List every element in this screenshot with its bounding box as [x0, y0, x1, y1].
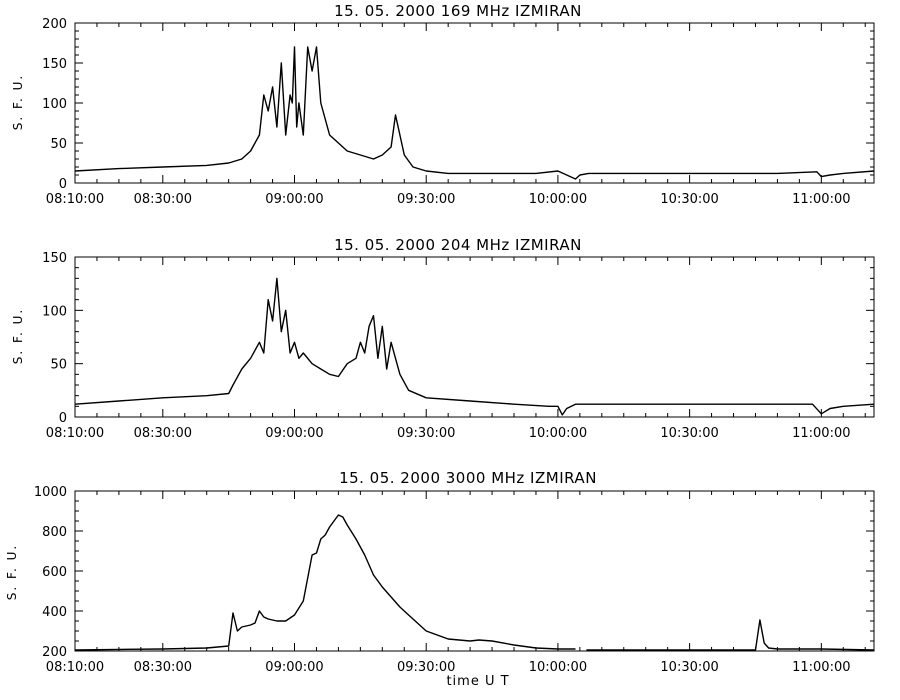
panel-3000mhz: 15. 05. 2000 3000 MHz IZMIRAN S. F. U. 0…: [5, 469, 875, 689]
y-tick-label-3000mhz: 800: [42, 525, 67, 540]
y-tick-label-3000mhz: 1000: [34, 485, 67, 500]
y-tick-label-169mhz: 50: [50, 137, 67, 152]
plot-frame-204mhz: [74, 256, 875, 418]
y-tick-label-169mhz: 200: [42, 17, 67, 32]
y-tick-label-204mhz: 0: [59, 411, 67, 426]
flux-series-line-204mhz: [74, 277, 875, 416]
y-tick-label-204mhz: 150: [42, 251, 67, 266]
y-tick-label-204mhz: 50: [50, 358, 67, 373]
x-tick-label-3000mhz: 11:00:00: [792, 660, 850, 675]
panel-169mhz-axes: 08:10:00 08:30:00 09:00:00 09:30:00 10:00:00…: [42, 17, 875, 207]
x-tick-label-169mhz: 10:30:00: [660, 192, 718, 207]
plot-frame-169mhz: [74, 22, 875, 184]
x-tick-label-3000mhz: 09:30:00: [397, 660, 455, 675]
y-tick-label-204mhz: 100: [42, 304, 67, 319]
panel-169mhz-ylabel: S. F. U.: [11, 74, 25, 130]
panel-3000mhz-xlabel: time U T: [446, 674, 509, 689]
x-tick-label-169mhz: 11:00:00: [792, 192, 850, 207]
x-tick-label-204mhz: 10:00:00: [529, 426, 587, 441]
x-tick-label-169mhz: 10:00:00: [529, 192, 587, 207]
y-tick-label-3000mhz: 200: [42, 645, 67, 660]
flux-series-line-169mhz: [74, 46, 875, 180]
panel-204mhz-title: 15. 05. 2000 204 MHz IZMIRAN: [334, 236, 582, 254]
panel-3000mhz-title: 15. 05. 2000 3000 MHz IZMIRAN: [339, 469, 597, 487]
panel-3000mhz-ylabel: S. F. U.: [5, 544, 19, 600]
x-tick-label-204mhz: 09:30:00: [397, 426, 455, 441]
panel-3000mhz-axes: 08:10:00 08:30:00 09:00:00 09:30:00 10:00:00…: [34, 485, 875, 675]
y-tick-label-169mhz: 100: [42, 97, 67, 112]
panel-204mhz-axes: 08:10:00 08:30:00 09:00:00 09:30:00 10:00:00…: [42, 251, 875, 441]
x-tick-label-204mhz: 08:30:00: [134, 426, 192, 441]
panel-204mhz-series: [74, 277, 875, 416]
y-tick-label-169mhz: 0: [59, 177, 67, 192]
x-tick-label-3000mhz: 10:00:00: [529, 660, 587, 675]
x-tick-label-3000mhz: 08:30:00: [134, 660, 192, 675]
x-tick-label-169mhz: 08:10:00: [46, 192, 104, 207]
x-tick-label-204mhz: 09:00:00: [265, 426, 323, 441]
plot-frame-3000mhz: [74, 490, 875, 652]
x-tick-label-3000mhz: 08:10:00: [46, 660, 104, 675]
x-tick-label-3000mhz: 09:00:00: [265, 660, 323, 675]
panel-204mhz: 15. 05. 2000 204 MHz IZMIRAN S. F. U. 08…: [11, 236, 875, 441]
panel-204mhz-ylabel: S. F. U.: [11, 308, 25, 364]
panel-169mhz-title: 15. 05. 2000 169 MHz IZMIRAN: [334, 2, 582, 20]
y-tick-label-169mhz: 150: [42, 57, 67, 72]
x-tick-label-169mhz: 09:00:00: [265, 192, 323, 207]
flux-series-line-3000mhz: [74, 514, 875, 651]
x-tick-label-204mhz: 11:00:00: [792, 426, 850, 441]
y-tick-label-3000mhz: 600: [42, 565, 67, 580]
y-tick-label-3000mhz: 400: [42, 605, 67, 620]
x-tick-label-204mhz: 10:30:00: [660, 426, 718, 441]
panel-169mhz: 15. 05. 2000 169 MHz IZMIRAN S. F. U. 08…: [11, 2, 875, 207]
x-tick-label-204mhz: 08:10:00: [46, 426, 104, 441]
x-tick-label-169mhz: 09:30:00: [397, 192, 455, 207]
x-tick-label-169mhz: 08:30:00: [134, 192, 192, 207]
x-tick-label-3000mhz: 10:30:00: [660, 660, 718, 675]
panel-169mhz-series: [74, 46, 875, 180]
panel-3000mhz-series: [74, 514, 875, 651]
